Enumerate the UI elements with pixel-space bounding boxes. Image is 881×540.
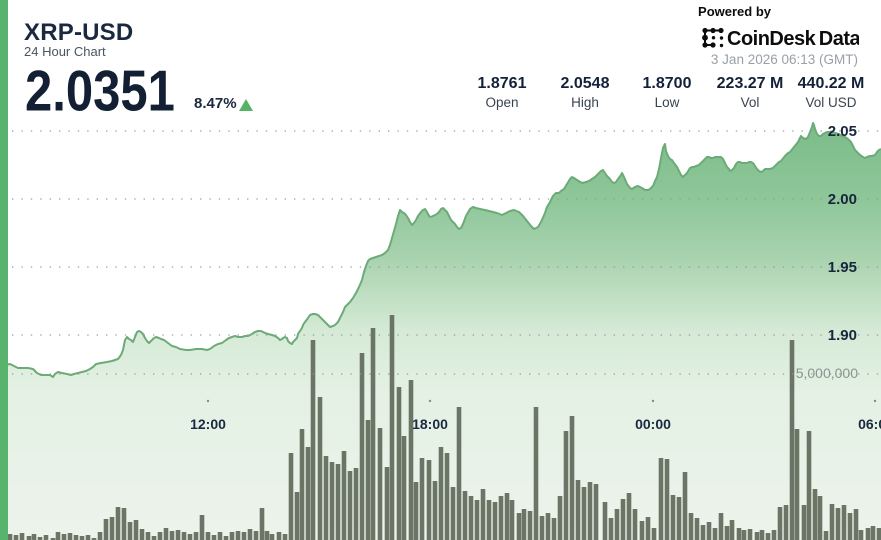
svg-text:1.90: 1.90 <box>828 327 857 344</box>
svg-text:18:00: 18:00 <box>412 416 448 432</box>
svg-text:2.05: 2.05 <box>828 123 857 140</box>
svg-text:5,000,000: 5,000,000 <box>796 365 858 381</box>
svg-text:1.95: 1.95 <box>828 259 857 276</box>
svg-text:12:00: 12:00 <box>190 416 226 432</box>
svg-text:06:00: 06:00 <box>858 416 881 432</box>
svg-text:00:00: 00:00 <box>635 416 671 432</box>
svg-text:CoinDesk Data: CoinDesk Data <box>727 28 859 50</box>
svg-text:2.00: 2.00 <box>828 191 857 208</box>
